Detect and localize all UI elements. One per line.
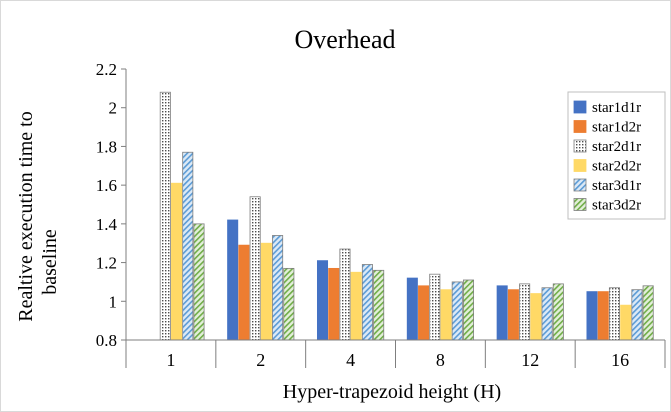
bar-star3d2r-8 [462, 279, 475, 341]
x-tick-label: 1 [166, 350, 175, 370]
bar-star3d2r-2 [283, 267, 295, 341]
bar-star2d2r-16 [620, 304, 632, 341]
x-axis-label: Hyper-trapezoid height (H) [283, 381, 501, 403]
y-tick-label: 1.6 [96, 176, 117, 195]
bar-star1d2r-12 [507, 289, 519, 341]
bar-star2d2r-4 [350, 271, 362, 341]
bar-star2d2r-12 [530, 293, 542, 341]
bar-star3d2r-16 [642, 285, 654, 341]
y-axis-label-line-1: Realtive execution time to [15, 111, 37, 322]
bar-star2d1r-1 [159, 91, 171, 341]
bars [159, 91, 654, 341]
chart-title: Overhead [294, 25, 395, 54]
y-axis-label-line-2: baseline [39, 229, 61, 295]
legend-label-star1d2r: star1d2r [592, 120, 641, 136]
bar-star3d1r-1 [182, 151, 194, 341]
legend-swatch-star3d1r [573, 178, 587, 192]
legend-label-star1d1r: star1d1r [592, 100, 641, 116]
y-axis: 0.8 1 1.2 1.4 1.6 1.8 2 2.2 [96, 60, 127, 350]
bar-star3d2r-4 [373, 269, 385, 341]
bar-star3d1r-16 [631, 289, 643, 341]
bar-star1d1r-16 [586, 291, 598, 341]
y-axis-label: Realtive execution time to baseline [15, 106, 61, 322]
legend-swatch-star2d2r [573, 159, 587, 172]
legend-label-star3d1r: star3d1r [592, 178, 641, 194]
bar-star3d1r-2 [272, 235, 284, 341]
x-axis: 1 2 4 8 12 16 [125, 339, 666, 370]
bar-star3d1r-12 [541, 287, 553, 341]
bar-star1d2r-4 [328, 267, 340, 341]
legend: star1d1r star1d2r star2d1r star2d2r star3d1r… [567, 91, 666, 220]
bar-star2d2r-8 [440, 289, 452, 341]
x-tick-label: 2 [256, 350, 265, 370]
legend-swatch-star1d2r [573, 120, 587, 133]
legend-swatch-star2d1r [573, 139, 587, 153]
bar-star1d1r-8 [406, 277, 418, 341]
bar-star1d1r-4 [316, 260, 329, 341]
bar-star3d1r-4 [361, 264, 373, 341]
bar-star1d2r-2 [238, 244, 250, 341]
bar-star2d1r-2 [249, 196, 261, 341]
y-tick-label: 1 [109, 292, 118, 311]
x-tick-label: 12 [521, 350, 539, 370]
bar-star2d2r-2 [260, 242, 272, 341]
legend-label-star3d2r: star3d2r [592, 198, 641, 214]
bar-star2d1r-16 [608, 287, 620, 341]
y-tick-label: 2.2 [96, 60, 117, 79]
bar-star2d2r-1 [171, 182, 183, 341]
y-tick-label: 2 [109, 99, 118, 118]
x-tick-label: 16 [611, 350, 629, 370]
bar-star1d1r-2 [227, 219, 239, 341]
bar-star3d2r-12 [552, 283, 564, 341]
y-tick-label: 1.2 [96, 254, 117, 273]
legend-swatch-star1d1r [573, 100, 587, 114]
y-tick-label: 1.4 [96, 215, 118, 234]
legend-label-star2d1r: star2d1r [592, 139, 641, 155]
y-tick-label: 1.8 [96, 137, 117, 156]
bar-star1d1r-12 [496, 285, 508, 341]
bar-star3d1r-8 [451, 281, 463, 341]
bar-star2d1r-8 [429, 273, 441, 341]
x-tick-label: 8 [436, 350, 445, 370]
bar-star1d2r-8 [418, 285, 430, 341]
bar-star1d2r-16 [597, 291, 609, 341]
bar-star2d1r-4 [339, 248, 351, 341]
bar-star2d1r-12 [519, 283, 531, 341]
legend-label-star2d2r: star2d2r [592, 159, 641, 175]
bar-star3d2r-1 [193, 223, 205, 341]
x-tick-label: 4 [346, 350, 355, 370]
legend-swatch-star3d2r [573, 198, 587, 211]
y-tick-label: 0.8 [96, 331, 117, 350]
